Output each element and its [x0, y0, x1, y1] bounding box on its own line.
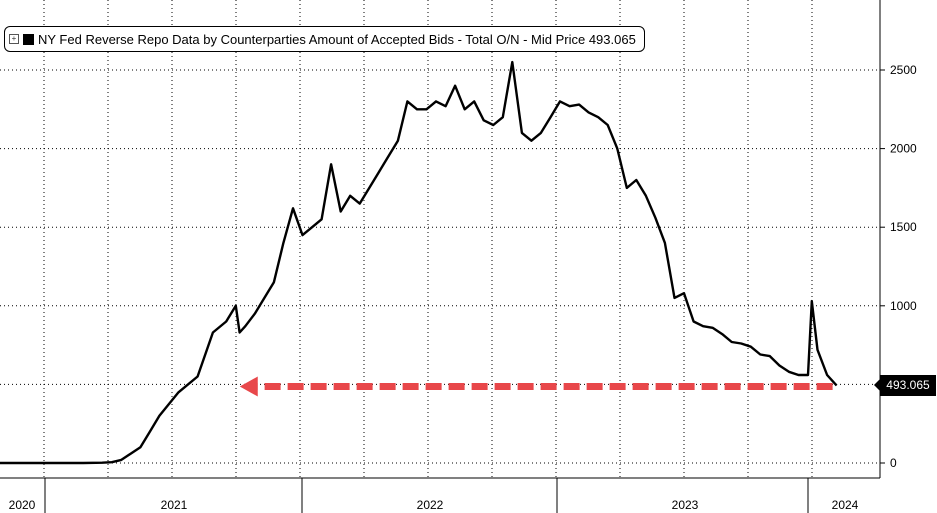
- grid-lines: [0, 0, 880, 478]
- series-line: [0, 60, 838, 465]
- legend[interactable]: + NY Fed Reverse Repo Data by Counterpar…: [4, 26, 645, 52]
- x-tick-label: 2021: [161, 498, 188, 512]
- y-tick-label: 2000: [890, 142, 917, 156]
- y-tick-label: 1000: [890, 299, 917, 313]
- x-tick-label: 2022: [417, 498, 444, 512]
- x-tick-label: 2023: [672, 498, 699, 512]
- x-tick-label: 2020: [9, 498, 36, 512]
- y-tick-label: 2500: [890, 63, 917, 77]
- x-axis: 2020 2021 2022 2023 2024: [0, 477, 880, 513]
- legend-swatch: [23, 33, 34, 45]
- last-price-tag: 493.065: [874, 375, 936, 396]
- series-line-group: [0, 60, 838, 465]
- legend-label: NY Fed Reverse Repo Data by Counterparti…: [38, 31, 636, 47]
- y-tick-label: 1500: [890, 220, 917, 234]
- arrow-annotation: [239, 376, 833, 397]
- legend-toggle-icon[interactable]: +: [9, 34, 19, 44]
- arrow-head: [239, 376, 258, 397]
- y-axis: 05001000150020002500: [879, 0, 917, 478]
- x-tick-label: 2024: [832, 498, 859, 512]
- y-tick-label: 0: [890, 456, 897, 470]
